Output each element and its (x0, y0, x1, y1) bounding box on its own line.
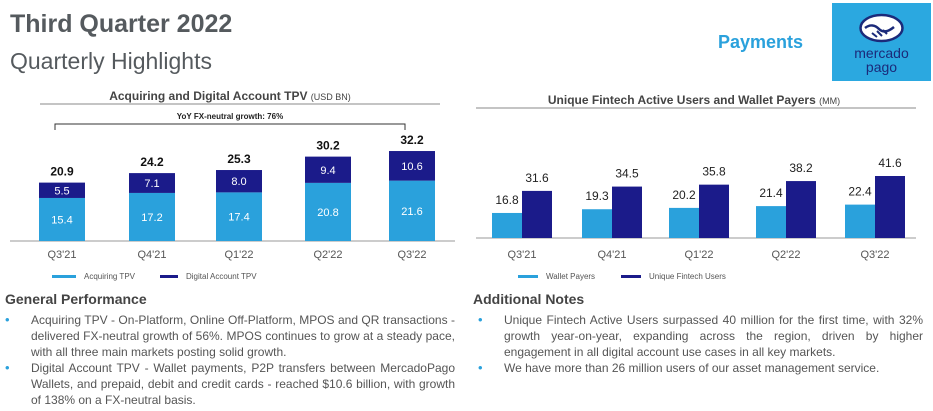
data-label: 31.6 (525, 171, 549, 185)
legend-label: Wallet Payers (546, 272, 595, 281)
bullet-icon: • (478, 360, 483, 375)
mercado-pago-logo: mercado pago (832, 3, 931, 81)
bar-wallet-payers (845, 204, 875, 238)
data-label: 20.8 (317, 207, 338, 219)
category-label: Q2'22 (771, 249, 800, 261)
data-label: 5.5 (54, 185, 69, 197)
category-label: Q3'22 (860, 249, 889, 261)
category-label: Q3'21 (507, 249, 536, 261)
additional-notes-title: Additional Notes (473, 291, 585, 307)
legend-swatch (52, 275, 76, 278)
bar-acquiring (305, 182, 351, 241)
bar-digital (39, 182, 85, 198)
page-subtitle: Quarterly Highlights (10, 48, 212, 74)
bar-acquiring (216, 192, 262, 241)
general-performance-list: • Acquiring TPV - On-Platform, Online Off… (5, 312, 455, 408)
list-item: • Unique Fintech Active Users surpassed 4… (478, 312, 923, 359)
bullet-icon: • (478, 312, 483, 327)
bar-wallet-payers (492, 212, 522, 238)
list-item: • Acquiring TPV - On-Platform, Online Off… (5, 312, 455, 359)
legend-swatch (160, 275, 178, 278)
category-label: Q2'22 (313, 249, 342, 261)
bar-wallet-payers (582, 209, 612, 238)
bar-digital (389, 151, 435, 181)
additional-notes-list: • Unique Fintech Active Users surpassed 4… (478, 312, 923, 376)
data-label: 35.8 (702, 165, 726, 179)
legend-label: Acquiring TPV (84, 272, 136, 281)
bar-fintech-users (612, 186, 642, 238)
data-label: 41.6 (878, 156, 902, 170)
legend-label: Unique Fintech Users (649, 272, 726, 281)
category-label: Q4'21 (597, 249, 626, 261)
total-label: 25.3 (227, 152, 251, 166)
bar-fintech-users (522, 190, 552, 238)
growth-annotation: YoY FX-neutral growth: 76% (177, 112, 283, 121)
data-label: 38.2 (789, 161, 813, 175)
chart-title: Unique Fintech Active Users and Wallet P… (548, 93, 840, 107)
total-label: 20.9 (50, 165, 74, 179)
handshake-icon: mercado pago (854, 13, 909, 75)
legend-label: Digital Account TPV (186, 272, 257, 281)
data-label: 16.8 (495, 193, 519, 207)
data-label: 21.4 (759, 186, 783, 200)
bar-acquiring (129, 192, 175, 241)
category-label: Q3'21 (47, 249, 76, 261)
bullet-icon: • (5, 312, 10, 327)
data-label: 22.4 (848, 185, 872, 199)
growth-bracket (54, 123, 406, 130)
data-label: 20.2 (672, 188, 696, 202)
list-item: • We have more than 26 million users of o… (478, 360, 880, 375)
data-label: 10.6 (401, 161, 422, 173)
bar-wallet-payers (669, 207, 699, 238)
page-title: Third Quarter 2022 (10, 10, 233, 38)
data-label: 17.4 (228, 212, 249, 224)
bar-digital (305, 156, 351, 183)
list-item: • Digital Account TPV - Wallet payments, … (5, 360, 455, 407)
bar-digital (129, 173, 175, 193)
section-label: Payments (718, 32, 804, 52)
bar-digital (216, 170, 262, 193)
data-label: 9.4 (320, 165, 335, 177)
fintech-users-chart: Unique Fintech Active Users and Wallet P… (476, 93, 916, 281)
chart-title: Acquiring and Digital Account TPV (USD B… (109, 89, 351, 103)
bar-fintech-users (875, 176, 905, 238)
general-performance-title: General Performance (5, 291, 147, 307)
data-label: 17.2 (141, 212, 162, 224)
data-label: 21.6 (401, 206, 422, 218)
category-label: Q1'22 (684, 249, 713, 261)
category-label: Q3'22 (397, 249, 426, 261)
legend-swatch (621, 275, 641, 278)
bar-fintech-users (699, 184, 729, 238)
data-label: 34.5 (615, 167, 639, 181)
data-label: 7.1 (144, 178, 159, 190)
category-label: Q4'21 (137, 249, 166, 261)
bar-wallet-payers (756, 206, 786, 238)
total-label: 30.2 (316, 139, 340, 153)
logo-text-line1: mercado (854, 45, 909, 61)
legend-swatch (518, 275, 538, 278)
bar-fintech-users (786, 181, 816, 238)
bar-acquiring (389, 180, 435, 241)
category-label: Q1'22 (224, 249, 253, 261)
total-label: 32.2 (400, 133, 424, 147)
bullet-icon: • (5, 360, 10, 375)
data-label: 15.4 (51, 214, 72, 226)
data-label: 19.3 (585, 189, 609, 203)
total-label: 24.2 (140, 155, 164, 169)
logo-text-line2: pago (866, 59, 897, 75)
data-label: 8.0 (231, 176, 246, 188)
bar-acquiring (39, 197, 85, 241)
acquiring-tpv-chart: Acquiring and Digital Account TPV (USD B… (10, 89, 455, 281)
